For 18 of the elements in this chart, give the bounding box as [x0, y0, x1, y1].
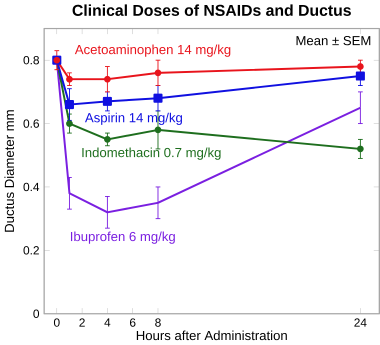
chart-title: Clinical Doses of NSAIDs and Ductus	[72, 4, 351, 16]
text: Ibuprofen 6 mg/kg	[70, 232, 175, 244]
y-axis-title: Ductus Diameter mm	[4, 110, 14, 232]
annotation: Mean ± SEM	[296, 36, 370, 46]
x-tick-label: 2	[79, 318, 85, 327]
x-tick-label: 6	[130, 318, 136, 327]
series-label: Indomethacin 0.7 mg/kg	[82, 148, 221, 160]
y-tick-label: 0.8	[24, 56, 39, 65]
x-tick-label: 4	[104, 318, 110, 327]
series-label: Acetoaminophen 14 mg/kg	[74, 44, 230, 58]
y-tick-label: 0	[33, 310, 40, 318]
y-tick-label: 0.4	[24, 182, 40, 192]
x-tick-label: 8	[155, 318, 161, 327]
x-tick-label: 24	[354, 318, 367, 327]
x-tick-label: 0	[54, 318, 60, 327]
y-tick-label: 0.2	[24, 246, 39, 255]
y-tick-label: 0.6	[24, 120, 39, 128]
x-axis-title: Hours after Administration	[136, 330, 287, 340]
